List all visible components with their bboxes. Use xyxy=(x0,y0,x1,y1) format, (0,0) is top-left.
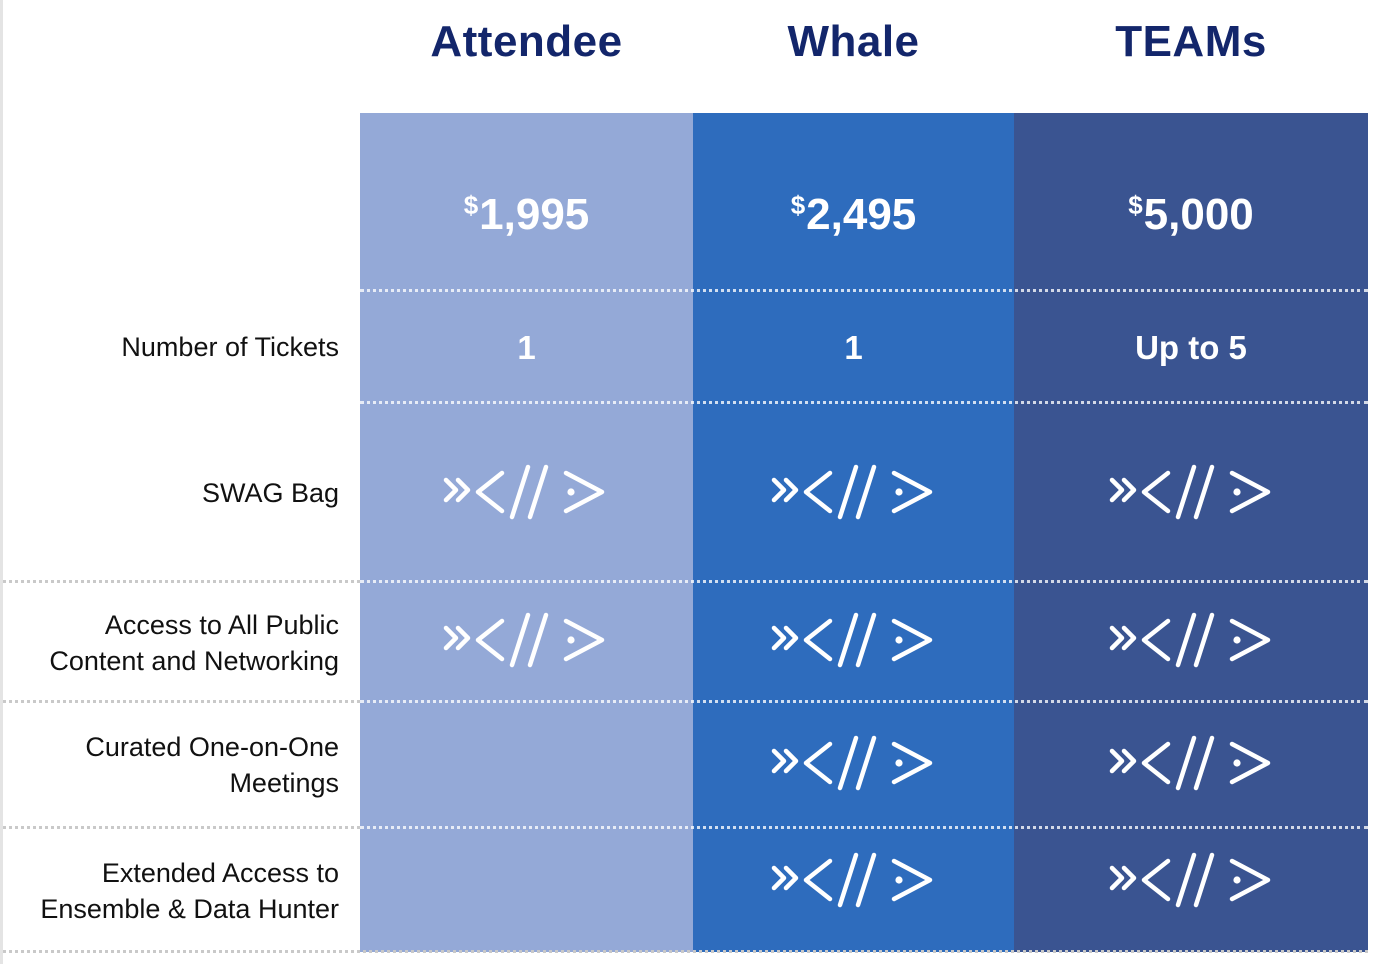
tier-title-whale: Whale xyxy=(787,17,920,66)
row-label-public-access: Access to All Public Content and Network… xyxy=(49,610,339,676)
price-teams: $5,000 xyxy=(1014,170,1368,240)
currency-symbol: $ xyxy=(463,190,479,220)
tickets-teams: Up to 5 xyxy=(1135,329,1247,366)
price-attendee: $1,995 xyxy=(360,170,693,240)
price-whale: $2,495 xyxy=(693,170,1014,240)
included-check-icon xyxy=(1106,605,1276,675)
currency-symbol: $ xyxy=(1128,190,1143,220)
included-check-icon xyxy=(768,605,938,675)
left-border xyxy=(0,0,3,964)
included-check-icon xyxy=(440,457,610,527)
tier-title-teams: TEAMs xyxy=(1115,17,1267,66)
included-check-icon xyxy=(768,728,938,798)
price-value: 1,995 xyxy=(479,190,590,239)
divider-meetings xyxy=(360,826,1368,829)
whale-column xyxy=(693,113,1014,952)
price-value: 5,000 xyxy=(1143,190,1254,239)
divider-meetings-left xyxy=(3,826,360,829)
teams-column xyxy=(1014,113,1368,952)
included-check-icon xyxy=(1106,845,1276,915)
tier-title-attendee: Attendee xyxy=(430,17,623,66)
row-label-extended-access: Extended Access to Ensemble & Data Hunte… xyxy=(40,858,339,924)
included-check-icon xyxy=(768,457,938,527)
divider-access xyxy=(360,700,1368,703)
price-value: 2,495 xyxy=(806,190,917,239)
divider-bottom xyxy=(3,950,1368,953)
included-check-icon xyxy=(1106,457,1276,527)
row-label-swag: SWAG Bag xyxy=(201,478,339,508)
included-check-icon xyxy=(1106,728,1276,798)
currency-symbol: $ xyxy=(790,190,806,220)
divider-swag-left xyxy=(3,580,360,583)
attendee-column xyxy=(360,113,693,952)
row-label-one-on-one: Curated One-on-One Meetings xyxy=(85,732,339,798)
tickets-attendee: 1 xyxy=(517,329,536,366)
tickets-whale: 1 xyxy=(844,329,863,366)
divider-access-left xyxy=(3,700,360,703)
divider-price xyxy=(360,289,1368,292)
divider-swag xyxy=(360,580,1368,583)
divider-tickets xyxy=(360,401,1368,404)
included-check-icon xyxy=(440,605,610,675)
included-check-icon xyxy=(768,845,938,915)
row-label-tickets: Number of Tickets xyxy=(121,332,339,362)
